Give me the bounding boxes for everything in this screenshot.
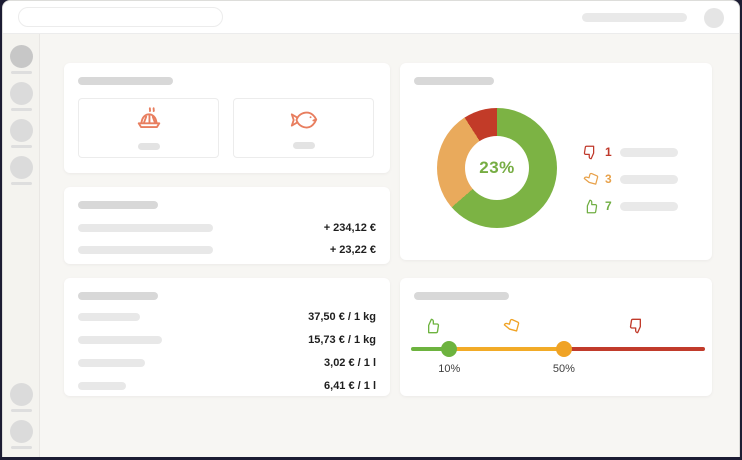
sidebar-item-profile-icon	[9, 420, 33, 443]
balance-row: + 23,22 €	[78, 244, 376, 256]
price-value: 15,73 € / 1 kg	[308, 334, 376, 346]
categories-card	[64, 63, 390, 173]
main-content: + 234,12 € + 23,22 € 37,50 € / 1 kg 15,7…	[40, 34, 739, 457]
sidebar-item-2-label-placeholder	[10, 108, 32, 111]
search-input[interactable]	[18, 7, 223, 27]
sidebar-item-settings[interactable]	[9, 383, 33, 412]
slider-card-title-placeholder	[414, 292, 509, 300]
price-row: 37,50 € / 1 kg	[78, 311, 376, 323]
legend-count: 3	[605, 172, 612, 186]
sidebar-item-profile-label-placeholder	[10, 446, 32, 449]
sidebar	[3, 34, 40, 457]
balance-card-title-placeholder	[78, 201, 158, 209]
sidebar-item-3-icon	[9, 119, 33, 142]
legend-row-positive: 7	[583, 198, 678, 214]
prices-card: 37,50 € / 1 kg 15,73 € / 1 kg 3,02 € / 1…	[64, 278, 390, 396]
sidebar-item-1-label-placeholder	[10, 71, 32, 74]
sidebar-item-1[interactable]	[9, 45, 33, 74]
meal-tile-label-placeholder	[137, 143, 160, 150]
legend-label-placeholder	[620, 147, 678, 157]
balance-amount: + 234,12 €	[323, 222, 376, 234]
price-row: 6,41 € / 1 l	[78, 380, 376, 392]
price-label-placeholder	[78, 313, 140, 321]
slider-handle-label: 10%	[438, 363, 461, 375]
legend-row-negative: 1	[583, 144, 678, 160]
balance-label-placeholder	[78, 246, 213, 254]
price-label-placeholder	[78, 359, 145, 367]
legend-label-placeholder	[620, 174, 678, 184]
sidebar-item-4-label-placeholder	[10, 182, 32, 185]
balance-amount: + 23,22 €	[329, 244, 376, 256]
rating-legend: 1 3 7	[583, 144, 678, 225]
avatar[interactable]	[704, 8, 724, 28]
sidebar-item-2-icon	[9, 82, 33, 105]
categories-card-title-placeholder	[78, 77, 173, 85]
sidebar-item-settings-icon	[9, 383, 33, 406]
sidebar-item-2[interactable]	[9, 82, 33, 111]
legend-label-placeholder	[620, 201, 678, 211]
sidebar-item-profile[interactable]	[9, 420, 33, 449]
price-value: 3,02 € / 1 l	[324, 357, 376, 369]
legend-count: 7	[605, 199, 612, 213]
prices-card-title-placeholder	[78, 292, 158, 300]
balance-card: + 234,12 € + 23,22 €	[64, 187, 390, 264]
sidebar-item-1-icon	[9, 45, 33, 68]
browser-topbar	[3, 1, 739, 34]
rating-card: 23% 1 3	[400, 63, 712, 260]
legend-row-neutral: 3	[583, 171, 678, 187]
fish-tile-label-placeholder	[292, 141, 315, 149]
thumbs-up-icon	[583, 199, 598, 214]
category-tile-fish[interactable]	[233, 98, 374, 158]
thumb-tilted-icon	[583, 172, 599, 187]
price-row: 15,73 € / 1 kg	[78, 334, 376, 346]
topbar-text-placeholder	[582, 13, 687, 22]
fish-icon	[289, 108, 319, 137]
thumbs-down-icon	[583, 145, 598, 160]
balance-label-placeholder	[78, 224, 213, 232]
slider-handle[interactable]	[555, 341, 572, 357]
price-value: 6,41 € / 1 l	[324, 380, 376, 392]
meal-icon	[134, 106, 164, 138]
rating-card-title-placeholder	[414, 77, 494, 85]
price-row: 3,02 € / 1 l	[78, 357, 376, 369]
sidebar-item-settings-label-placeholder	[10, 409, 32, 412]
price-label-placeholder	[78, 336, 162, 344]
slider-handle[interactable]	[441, 341, 458, 357]
slider-handle-label: 50%	[552, 363, 575, 375]
donut-chart: 23%	[437, 108, 557, 228]
sidebar-item-4[interactable]	[9, 156, 33, 185]
slider: 10% 50%	[411, 318, 705, 382]
threshold-slider-card: 10% 50%	[400, 278, 712, 396]
thumb-tilted-icon	[503, 318, 520, 334]
legend-count: 1	[605, 145, 612, 159]
thumbs-down-icon	[629, 318, 645, 334]
donut-center-label: 23%	[479, 158, 515, 177]
price-label-placeholder	[78, 382, 126, 390]
app-body: + 234,12 € + 23,22 € 37,50 € / 1 kg 15,7…	[3, 34, 739, 457]
category-tile-meal[interactable]	[78, 98, 219, 158]
balance-row: + 234,12 €	[78, 222, 376, 234]
sidebar-item-4-icon	[9, 156, 33, 179]
price-value: 37,50 € / 1 kg	[308, 311, 376, 323]
thumbs-up-icon	[424, 318, 440, 334]
sidebar-item-3[interactable]	[9, 119, 33, 148]
sidebar-item-3-label-placeholder	[10, 145, 32, 148]
